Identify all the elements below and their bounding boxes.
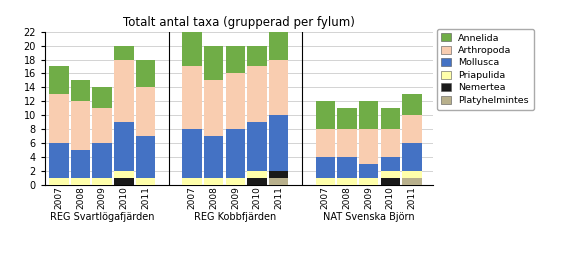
Bar xyxy=(380,178,400,185)
Bar xyxy=(247,171,267,178)
Bar xyxy=(359,129,378,164)
Bar xyxy=(359,101,378,129)
Bar xyxy=(269,115,288,171)
Text: NAT Svenska Björn: NAT Svenska Björn xyxy=(323,212,414,222)
Bar xyxy=(247,178,267,185)
Bar xyxy=(136,59,155,87)
Bar xyxy=(114,178,134,185)
Bar xyxy=(380,157,400,171)
Title: Totalt antal taxa (grupperad per fylum): Totalt antal taxa (grupperad per fylum) xyxy=(123,16,355,29)
Bar xyxy=(49,178,69,185)
Bar xyxy=(204,81,224,136)
Bar xyxy=(269,32,288,59)
Bar xyxy=(380,129,400,157)
Legend: Annelida, Arthropoda, Mollusca, Priapulida, Nemertea, Platyhelmintes: Annelida, Arthropoda, Mollusca, Priapuli… xyxy=(437,29,534,110)
Bar xyxy=(316,178,335,185)
Bar xyxy=(247,122,267,171)
Bar xyxy=(247,67,267,122)
Bar xyxy=(204,178,224,185)
Bar xyxy=(316,129,335,157)
Bar xyxy=(114,122,134,171)
Bar xyxy=(337,108,357,129)
Bar xyxy=(182,178,202,185)
Bar xyxy=(136,87,155,136)
Bar xyxy=(337,157,357,178)
Bar xyxy=(226,178,245,185)
Bar xyxy=(71,178,90,185)
Bar xyxy=(380,108,400,129)
Bar xyxy=(316,101,335,129)
Bar xyxy=(226,73,245,129)
Bar xyxy=(114,46,134,59)
Bar xyxy=(402,178,422,185)
Bar xyxy=(359,164,378,178)
Bar xyxy=(92,178,112,185)
Bar xyxy=(136,178,155,185)
Bar xyxy=(226,46,245,73)
Bar xyxy=(337,129,357,157)
Bar xyxy=(114,59,134,122)
Bar xyxy=(114,171,134,178)
Bar xyxy=(402,171,422,178)
Bar xyxy=(316,157,335,178)
Text: REG Kobbfjärden: REG Kobbfjärden xyxy=(194,212,277,222)
Bar xyxy=(337,178,357,185)
Bar xyxy=(49,94,69,143)
Bar xyxy=(269,171,288,178)
Bar xyxy=(92,108,112,143)
Bar xyxy=(92,143,112,178)
Bar xyxy=(226,129,245,178)
Bar xyxy=(71,81,90,101)
Bar xyxy=(182,67,202,129)
Bar xyxy=(247,46,267,67)
Bar xyxy=(92,87,112,108)
Bar xyxy=(49,67,69,94)
Bar xyxy=(204,136,224,178)
Bar xyxy=(402,94,422,115)
Bar xyxy=(182,32,202,67)
Text: REG Svartlögafjärden: REG Svartlögafjärden xyxy=(50,212,155,222)
Bar xyxy=(402,143,422,171)
Bar xyxy=(402,115,422,143)
Bar xyxy=(49,143,69,178)
Bar xyxy=(269,178,288,185)
Bar xyxy=(136,136,155,178)
Bar xyxy=(204,46,224,81)
Bar xyxy=(182,129,202,178)
Bar xyxy=(359,178,378,185)
Bar xyxy=(71,150,90,178)
Bar xyxy=(269,59,288,115)
Bar xyxy=(380,171,400,178)
Bar xyxy=(71,101,90,150)
